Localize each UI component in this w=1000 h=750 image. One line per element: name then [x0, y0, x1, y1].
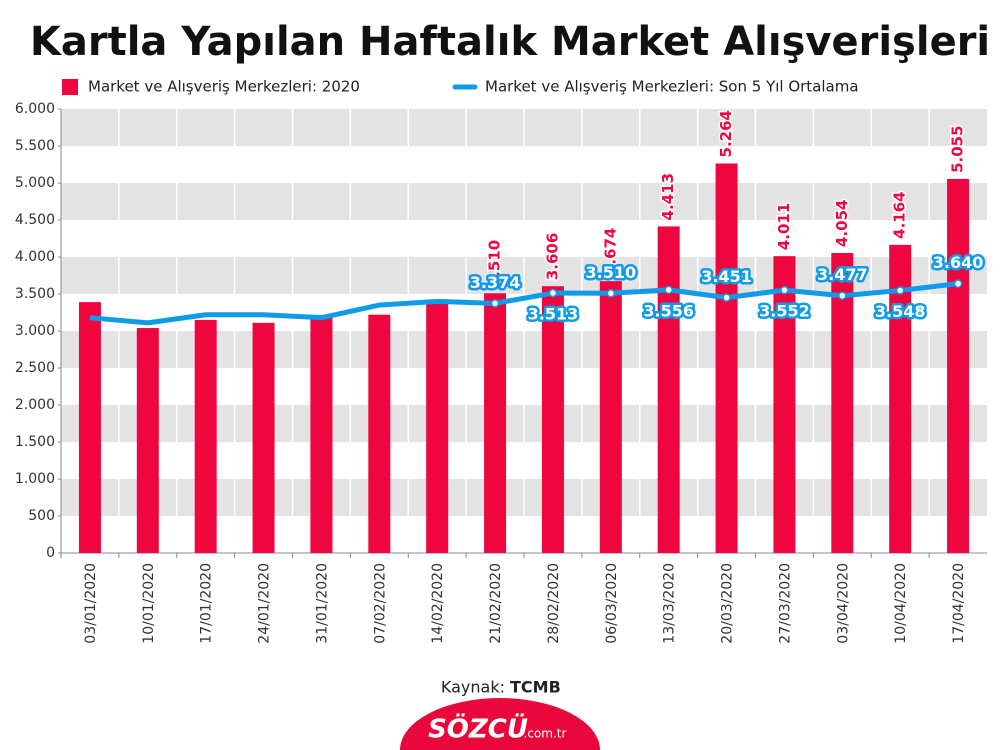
source-label: Kaynak:	[441, 678, 505, 697]
bar	[715, 163, 738, 554]
logo-badge	[400, 698, 600, 750]
x-tick-label: 07/02/2020	[372, 563, 388, 644]
line-point	[490, 299, 500, 308]
bar	[78, 302, 101, 553]
line-point	[953, 279, 963, 288]
bar-value-label: 4.413	[659, 173, 677, 220]
line-point	[548, 288, 558, 298]
line-value-label: 3.556	[643, 301, 694, 320]
y-tick-label: 1.000	[15, 471, 55, 487]
bar	[541, 286, 564, 553]
x-tick-label: 17/04/2020	[951, 563, 967, 644]
x-tick-label: 13/03/2020	[662, 563, 678, 644]
legend-swatch	[62, 79, 78, 95]
x-tick-label: 03/04/2020	[835, 563, 851, 644]
bar	[426, 302, 449, 553]
bar-value-label: 4.164	[891, 191, 909, 238]
line-point	[722, 293, 731, 302]
y-tick-label: 4.000	[15, 249, 55, 265]
bar-value-label: 5.055	[949, 125, 967, 172]
line	[89, 281, 959, 326]
bar	[310, 317, 333, 553]
legend-label: Market ve Alışveriş Merkezleri: Son 5 Yı…	[485, 78, 859, 96]
bar-value-label: 3.606	[543, 233, 561, 280]
bar	[599, 281, 622, 553]
x-tick-label: 27/03/2020	[777, 563, 793, 644]
y-tick-label: 4.500	[15, 212, 55, 228]
bar	[368, 314, 391, 553]
y-tick-label: 5.500	[15, 138, 55, 154]
bar	[773, 256, 796, 553]
x-tick-label: 24/01/2020	[257, 563, 273, 644]
line-value-label: 3.548	[875, 302, 926, 321]
bar-value-label: 5.264	[717, 110, 735, 157]
x-tick-label: 03/01/2020	[83, 563, 99, 644]
chart-title: Kartla Yapılan Haftalık Market Alışveriş…	[30, 19, 990, 65]
bar-value-label: 3.674	[601, 228, 619, 275]
x-tick-label: 10/04/2020	[893, 563, 909, 644]
x-tick-label: 17/01/2020	[199, 563, 215, 644]
line-value-label: 3.451	[701, 267, 752, 286]
bar-value-label: 4.011	[775, 203, 793, 250]
line-point	[895, 286, 905, 295]
y-tick-label: 500	[28, 508, 55, 524]
line-value-label: 3.510	[586, 263, 637, 282]
bar	[252, 322, 275, 553]
y-tick-label: 3.500	[15, 286, 55, 302]
x-tick-label: 28/02/2020	[546, 563, 562, 644]
x-tick-label: 06/03/2020	[604, 563, 620, 644]
x-tick-label: 21/02/2020	[488, 563, 504, 644]
bar	[831, 253, 854, 553]
y-tick-label: 3.000	[15, 323, 55, 339]
bar	[136, 328, 159, 553]
line-value-label: 3.374	[470, 273, 521, 292]
bar-value-label: 4.054	[833, 200, 851, 247]
line-value-label: 3.640	[933, 253, 984, 272]
line-point	[780, 285, 789, 295]
x-tick-label: 31/01/2020	[314, 563, 330, 644]
bar	[657, 226, 680, 554]
y-tick-label: 1.500	[15, 434, 55, 450]
bar	[484, 293, 507, 553]
y-tick-label: 0	[46, 545, 55, 561]
x-tick-label: 10/01/2020	[141, 563, 157, 644]
bar	[889, 244, 912, 553]
line-value-label: 3.477	[817, 265, 868, 284]
bar	[194, 319, 217, 553]
bar	[947, 178, 970, 553]
y-tick-label: 6.000	[15, 101, 55, 117]
line-point	[664, 285, 673, 295]
bar-value-label: 3.510	[486, 240, 504, 287]
legend-label: Market ve Alışveriş Merkezleri: 2020	[88, 78, 360, 96]
x-tick-label: 14/02/2020	[430, 563, 446, 644]
y-tick-label: 2.500	[15, 360, 55, 376]
logo: SÖZCÜ	[428, 712, 528, 745]
source: TCMB	[510, 678, 561, 697]
line-point	[838, 291, 847, 300]
y-tick-label: 2.000	[15, 397, 55, 413]
y-tick-label: 5.000	[15, 175, 55, 191]
line-point	[606, 289, 616, 298]
line-value-label: 3.513	[528, 305, 579, 324]
x-tick-label: 20/03/2020	[720, 563, 736, 644]
logo-suffix: .com.tr	[524, 727, 567, 741]
line-value-label: 3.552	[759, 302, 810, 321]
